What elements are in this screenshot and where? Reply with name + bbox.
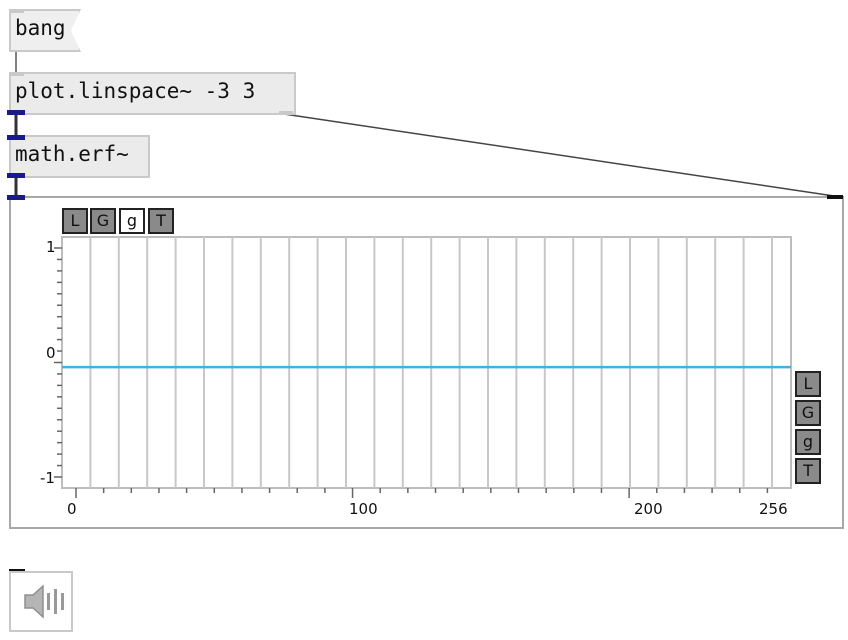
erf-object-label: math.erf~ (15, 142, 129, 166)
linspace-outlet-right[interactable] (279, 111, 293, 115)
plot-side-button-l[interactable]: L (795, 371, 821, 397)
linspace-outlet-signal[interactable] (7, 110, 25, 115)
linspace-inlet[interactable] (10, 72, 24, 76)
x-tick-label-0: 0 (67, 500, 77, 518)
plot-side-button-t[interactable]: T (795, 458, 821, 484)
erf-object[interactable]: math.erf~ (9, 135, 150, 178)
linspace-object-label: plot.linspace~ -3 3 (15, 79, 256, 103)
x-tick-label-100: 100 (349, 500, 378, 518)
erf-inlet-signal[interactable] (7, 135, 25, 140)
x-tick-label-200: 200 (634, 500, 663, 518)
plot-side-button-g[interactable]: G (795, 400, 821, 426)
y-tick-label-top: 1 (46, 238, 56, 256)
bang-message[interactable]: bang (9, 9, 81, 52)
x-tick-label-256: 256 (759, 500, 788, 518)
plot-inlet-signal[interactable] (7, 195, 25, 200)
plot-top-button-l[interactable]: L (62, 208, 88, 234)
plot-top-button-g-lower[interactable]: g (119, 208, 145, 234)
dac-object[interactable] (9, 571, 73, 632)
bang-inlet[interactable] (10, 9, 24, 13)
plot-top-button-g[interactable]: G (90, 208, 116, 234)
bang-message-label: bang (15, 16, 66, 40)
plot-area-border (61, 236, 792, 489)
linspace-object[interactable]: plot.linspace~ -3 3 (9, 72, 296, 115)
erf-outlet-signal[interactable] (7, 173, 25, 178)
plot-inlet-right[interactable] (827, 195, 843, 199)
y-tick-label-bottom: -1 (40, 469, 55, 487)
y-tick-label-mid: 0 (46, 344, 56, 362)
speaker-icon (24, 584, 64, 619)
plot-top-button-t[interactable]: T (148, 208, 174, 234)
plot-side-button-g-lower[interactable]: g (795, 429, 821, 455)
cord-linspace-to-plot-right[interactable] (283, 113, 835, 197)
